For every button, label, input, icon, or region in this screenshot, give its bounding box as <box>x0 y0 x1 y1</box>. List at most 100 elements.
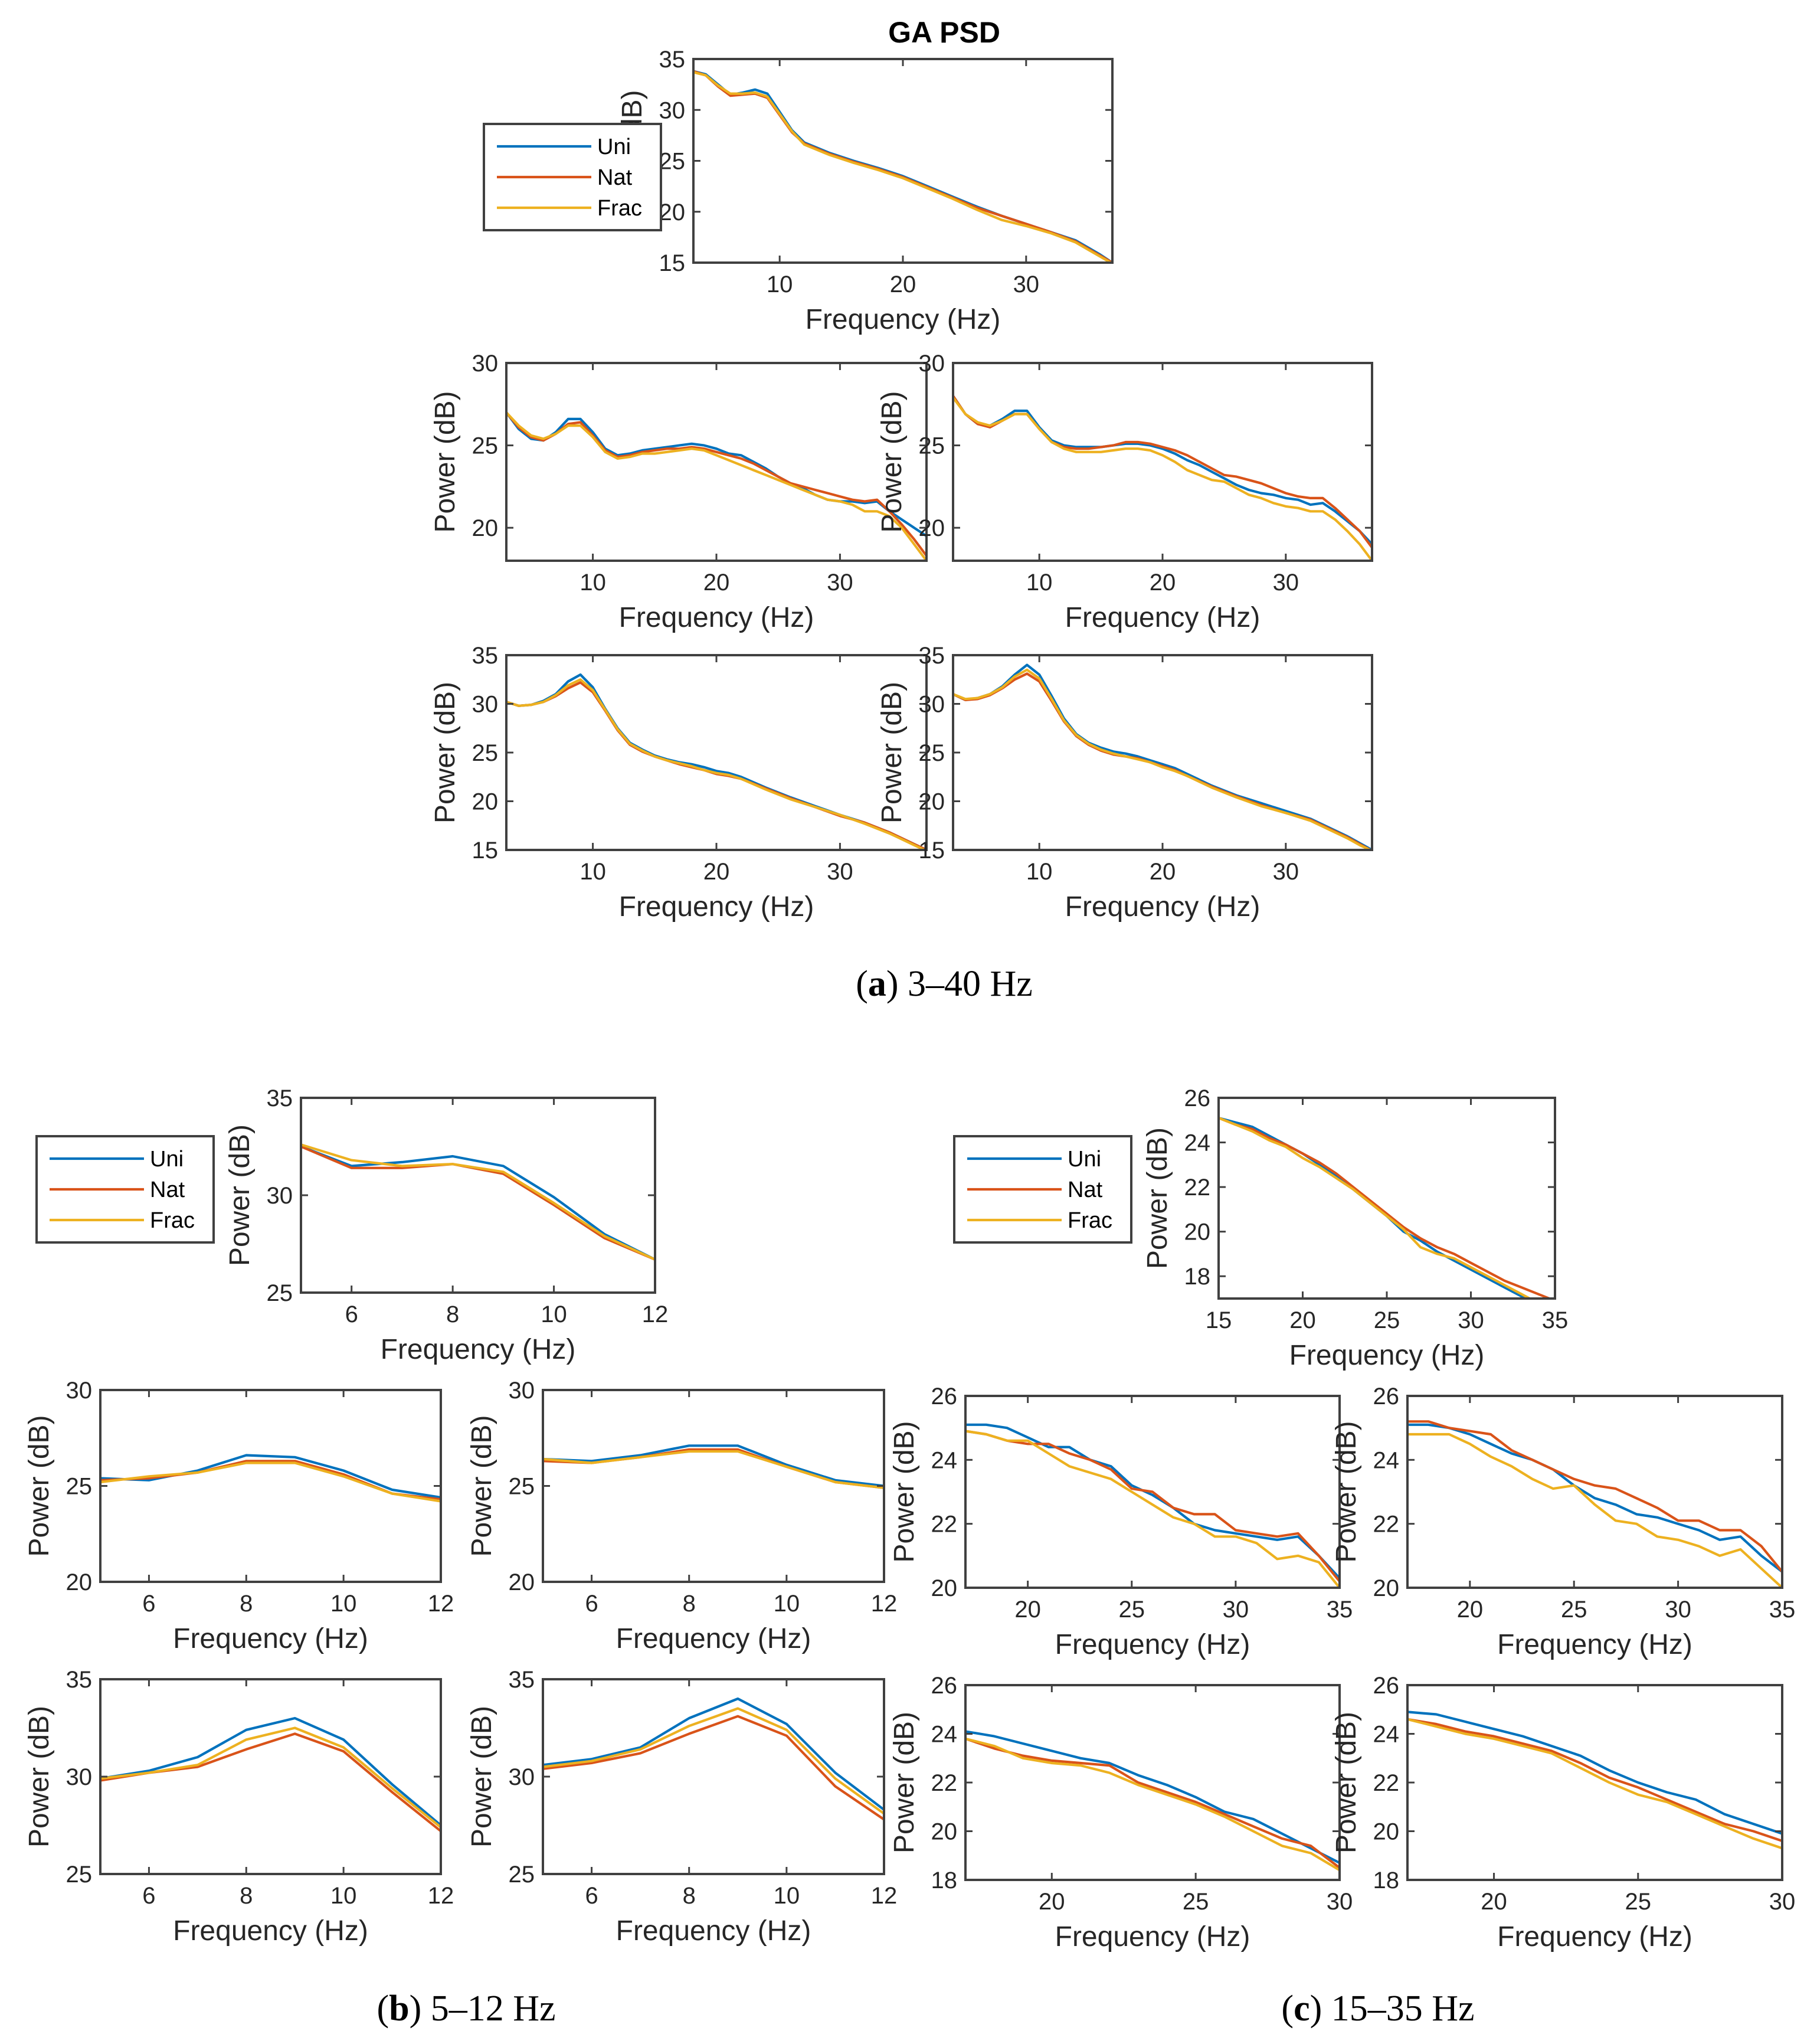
x-tick-label: 20 <box>1150 570 1176 596</box>
legend: Uni Nat Frac <box>35 1135 215 1244</box>
x-tick-label: 30 <box>1665 1597 1691 1623</box>
y-tick-label: 22 <box>1373 1512 1400 1538</box>
y-tick-label: 20 <box>509 1569 535 1595</box>
series-line-nat <box>1407 1420 1782 1573</box>
caption-a: (a) 3–40 Hz <box>856 964 1033 1004</box>
y-axis-label: Power (dB) <box>889 1712 920 1853</box>
y-axis-label: Power (dB) <box>876 682 908 823</box>
caption-c: (c) 15–35 Hz <box>1281 1989 1475 2029</box>
psd-panel-b: 6 8 10 12 25 30 35 Frequency (Hz) Power (dB) <box>24 1667 454 1947</box>
legend-label-uni: Uni <box>150 1147 184 1172</box>
x-tick-label: 20 <box>703 859 730 885</box>
y-tick-label: 30 <box>919 351 945 377</box>
series-line-nat <box>543 1715 884 1821</box>
legend: Uni Nat Frac <box>483 123 662 231</box>
caption-c-letter: c <box>1294 1989 1310 2029</box>
series-line-frac <box>1407 1718 1782 1850</box>
legend-label-frac: Frac <box>1068 1208 1112 1233</box>
x-tick-label: 25 <box>1625 1889 1652 1915</box>
x-tick-label: 20 <box>1150 859 1176 885</box>
plot-area <box>100 1390 441 1582</box>
legend-label-nat: Nat <box>597 165 633 190</box>
legend-label-uni: Uni <box>597 135 631 159</box>
series-line-frac <box>1407 1433 1782 1588</box>
x-tick-label: 30 <box>1769 1889 1796 1915</box>
plot-area <box>953 363 1372 561</box>
y-tick-label: 30 <box>919 692 945 718</box>
y-tick-label: 26 <box>1373 1673 1400 1699</box>
x-tick-label: 20 <box>1457 1597 1484 1623</box>
series-line-nat <box>965 1737 1340 1869</box>
x-tick-label: 30 <box>1458 1307 1484 1333</box>
y-tick-label: 30 <box>509 1764 535 1790</box>
series-line-frac <box>953 668 1372 850</box>
y-tick-label: 20 <box>1184 1219 1211 1245</box>
y-tick-label: 35 <box>472 643 499 669</box>
caption-a-letter: a <box>867 964 886 1004</box>
x-tick-label: 10 <box>330 1591 357 1617</box>
y-tick-label: 30 <box>509 1378 535 1404</box>
y-tick-label: 25 <box>472 433 499 459</box>
psd-panel-b: 6 8 10 12 25 30 35 Frequency (Hz) Power (dB) <box>466 1667 897 1947</box>
y-tick-label: 30 <box>472 692 499 718</box>
y-tick-label: 25 <box>919 433 945 459</box>
y-axis-label: Power (dB) <box>1331 1712 1362 1853</box>
legend-label-uni: Uni <box>1068 1147 1101 1172</box>
y-tick-label: 24 <box>931 1722 958 1748</box>
axes-frame <box>964 1395 1341 1589</box>
psd-panel-a: 10 20 30 20 25 30 Frequency (Hz) Power (dB) <box>876 351 1373 633</box>
series-line-uni <box>965 1423 1340 1579</box>
x-tick-label: 20 <box>890 272 916 297</box>
y-tick-label: 25 <box>919 740 945 766</box>
x-tick-label: 8 <box>683 1883 696 1909</box>
x-tick-label: 30 <box>1327 1889 1353 1915</box>
y-tick-label: 15 <box>472 838 499 864</box>
legend-label-nat: Nat <box>150 1178 185 1202</box>
y-tick-label: 20 <box>919 515 945 541</box>
x-tick-label: 6 <box>585 1591 598 1617</box>
y-tick-label: 26 <box>1184 1085 1211 1111</box>
plot-area <box>506 363 926 561</box>
series-line-uni <box>543 1444 884 1487</box>
x-tick-label: 10 <box>541 1301 567 1327</box>
x-tick-label: 12 <box>871 1883 898 1909</box>
caption-b: (b) 5–12 Hz <box>377 1989 556 2029</box>
y-axis-label: Power (dB) <box>1331 1421 1362 1562</box>
series-line-uni <box>543 1697 884 1811</box>
y-tick-label: 22 <box>1373 1770 1400 1796</box>
y-tick-label: 20 <box>659 200 686 225</box>
caption-b-letter: b <box>389 1989 410 2029</box>
y-tick-label: 25 <box>472 740 499 766</box>
x-tick-label: 8 <box>240 1883 253 1909</box>
plot-area <box>1219 1098 1555 1299</box>
series-line-frac <box>506 411 926 561</box>
x-tick-label: 8 <box>240 1591 253 1617</box>
y-tick-label: 20 <box>472 789 499 815</box>
y-tick-label: 30 <box>66 1764 93 1790</box>
y-tick-label: 15 <box>919 838 945 864</box>
series-line-uni <box>301 1145 655 1261</box>
series-line-nat <box>1407 1718 1782 1842</box>
x-axis-label: Frequency (Hz) <box>1497 1629 1692 1660</box>
x-tick-label: 6 <box>142 1883 155 1909</box>
x-axis-label: Frequency (Hz) <box>1055 1921 1250 1953</box>
series-line-frac <box>965 1737 1340 1872</box>
x-axis-label: Frequency (Hz) <box>1065 602 1261 633</box>
y-tick-label: 25 <box>509 1474 535 1500</box>
series-line-uni <box>100 1454 441 1499</box>
caption-b-text: 5–12 Hz <box>421 1989 556 2029</box>
x-tick-label: 10 <box>330 1883 357 1909</box>
x-axis-label: Frequency (Hz) <box>1497 1921 1692 1953</box>
y-axis-label: Power (dB) <box>466 1706 497 1847</box>
legend-label-frac: Frac <box>150 1208 195 1233</box>
y-tick-label: 24 <box>1373 1447 1400 1473</box>
psd-panel-c: 20 25 30 18 20 22 24 26 Frequency (Hz) Power (dB) <box>889 1673 1353 1953</box>
x-tick-label: 20 <box>1481 1889 1507 1915</box>
y-tick-label: 35 <box>267 1085 293 1111</box>
x-tick-label: 10 <box>774 1883 800 1909</box>
x-tick-label: 12 <box>642 1301 669 1327</box>
x-tick-label: 30 <box>1273 570 1299 596</box>
x-tick-label: 30 <box>827 859 853 885</box>
x-axis-label: Frequency (Hz) <box>173 1623 368 1654</box>
